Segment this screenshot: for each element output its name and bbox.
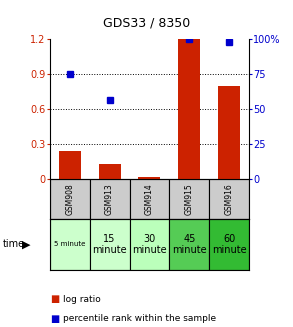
Text: 60
minute: 60 minute <box>212 233 246 255</box>
Text: 15
minute: 15 minute <box>92 233 127 255</box>
Text: ■: ■ <box>50 294 59 304</box>
Bar <box>209 179 249 219</box>
Bar <box>99 164 120 179</box>
Bar <box>178 39 200 179</box>
Text: GSM913: GSM913 <box>105 183 114 215</box>
Bar <box>130 219 169 270</box>
Text: 30
minute: 30 minute <box>132 233 167 255</box>
Text: ■: ■ <box>50 314 59 324</box>
Text: ▶: ▶ <box>22 239 31 250</box>
Bar <box>139 177 160 179</box>
Bar <box>130 179 169 219</box>
Text: GSM916: GSM916 <box>225 183 234 215</box>
Text: percentile rank within the sample: percentile rank within the sample <box>63 314 216 323</box>
Bar <box>50 179 90 219</box>
Bar <box>50 219 90 270</box>
Text: GDS33 / 8350: GDS33 / 8350 <box>103 16 190 29</box>
Bar <box>90 179 130 219</box>
Text: GSM914: GSM914 <box>145 183 154 215</box>
Bar <box>218 86 240 179</box>
Text: GSM908: GSM908 <box>65 183 74 215</box>
Text: 5 minute: 5 minute <box>54 241 86 248</box>
Text: time: time <box>3 239 25 250</box>
Text: log ratio: log ratio <box>63 295 101 304</box>
Bar <box>169 179 209 219</box>
Bar <box>169 219 209 270</box>
Bar <box>59 151 81 179</box>
Text: 45
minute: 45 minute <box>172 233 207 255</box>
Bar <box>90 219 130 270</box>
Text: GSM915: GSM915 <box>185 183 194 215</box>
Bar <box>209 219 249 270</box>
